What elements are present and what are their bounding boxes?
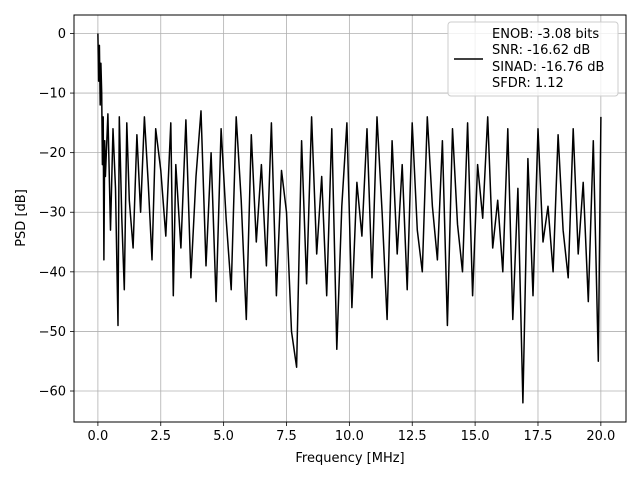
y-tick-label: −60 bbox=[39, 385, 66, 400]
x-tick-label: 12.5 bbox=[398, 429, 427, 444]
y-axis-label: PSD [dB] bbox=[14, 189, 29, 247]
y-tick-label: −10 bbox=[39, 87, 66, 102]
y-tick-label: −50 bbox=[39, 325, 66, 340]
x-axis-ticks: 0.0 2.5 5.0 7.5 10.0 12.5 15.0 17.5 20.0 bbox=[88, 422, 615, 444]
x-tick-label: 2.5 bbox=[150, 429, 171, 444]
x-tick-label: 10.0 bbox=[335, 429, 364, 444]
x-axis-label: Frequency [MHz] bbox=[295, 451, 404, 466]
x-tick-label: 15.0 bbox=[461, 429, 490, 444]
x-tick-label: 17.5 bbox=[524, 429, 553, 444]
x-tick-label: 0.0 bbox=[88, 429, 109, 444]
x-tick-label: 20.0 bbox=[586, 429, 615, 444]
y-tick-label: −20 bbox=[39, 146, 66, 161]
x-tick-label: 7.5 bbox=[276, 429, 297, 444]
x-tick-label: 5.0 bbox=[213, 429, 234, 444]
y-tick-label: 0 bbox=[58, 27, 66, 42]
legend-entry-snr: SNR: -16.62 dB bbox=[492, 43, 590, 58]
legend-entry-sinad: SINAD: -16.76 dB bbox=[492, 60, 604, 75]
series-layer bbox=[97, 33, 602, 404]
y-axis-ticks: 0 −10 −20 −30 −40 −50 −60 bbox=[39, 27, 74, 400]
legend-entry-enob: ENOB: -3.08 bits bbox=[492, 27, 599, 42]
legend-entry-sfdr: SFDR: 1.12 bbox=[492, 76, 564, 91]
plot-frame bbox=[73, 14, 627, 423]
series-line-0 bbox=[97, 33, 602, 404]
legend-box bbox=[447, 21, 619, 97]
y-tick-label: −30 bbox=[39, 206, 66, 221]
legend: ENOB: -3.08 bits SNR: -16.62 dB SINAD: -… bbox=[447, 21, 619, 97]
y-tick-label: −40 bbox=[39, 265, 66, 280]
